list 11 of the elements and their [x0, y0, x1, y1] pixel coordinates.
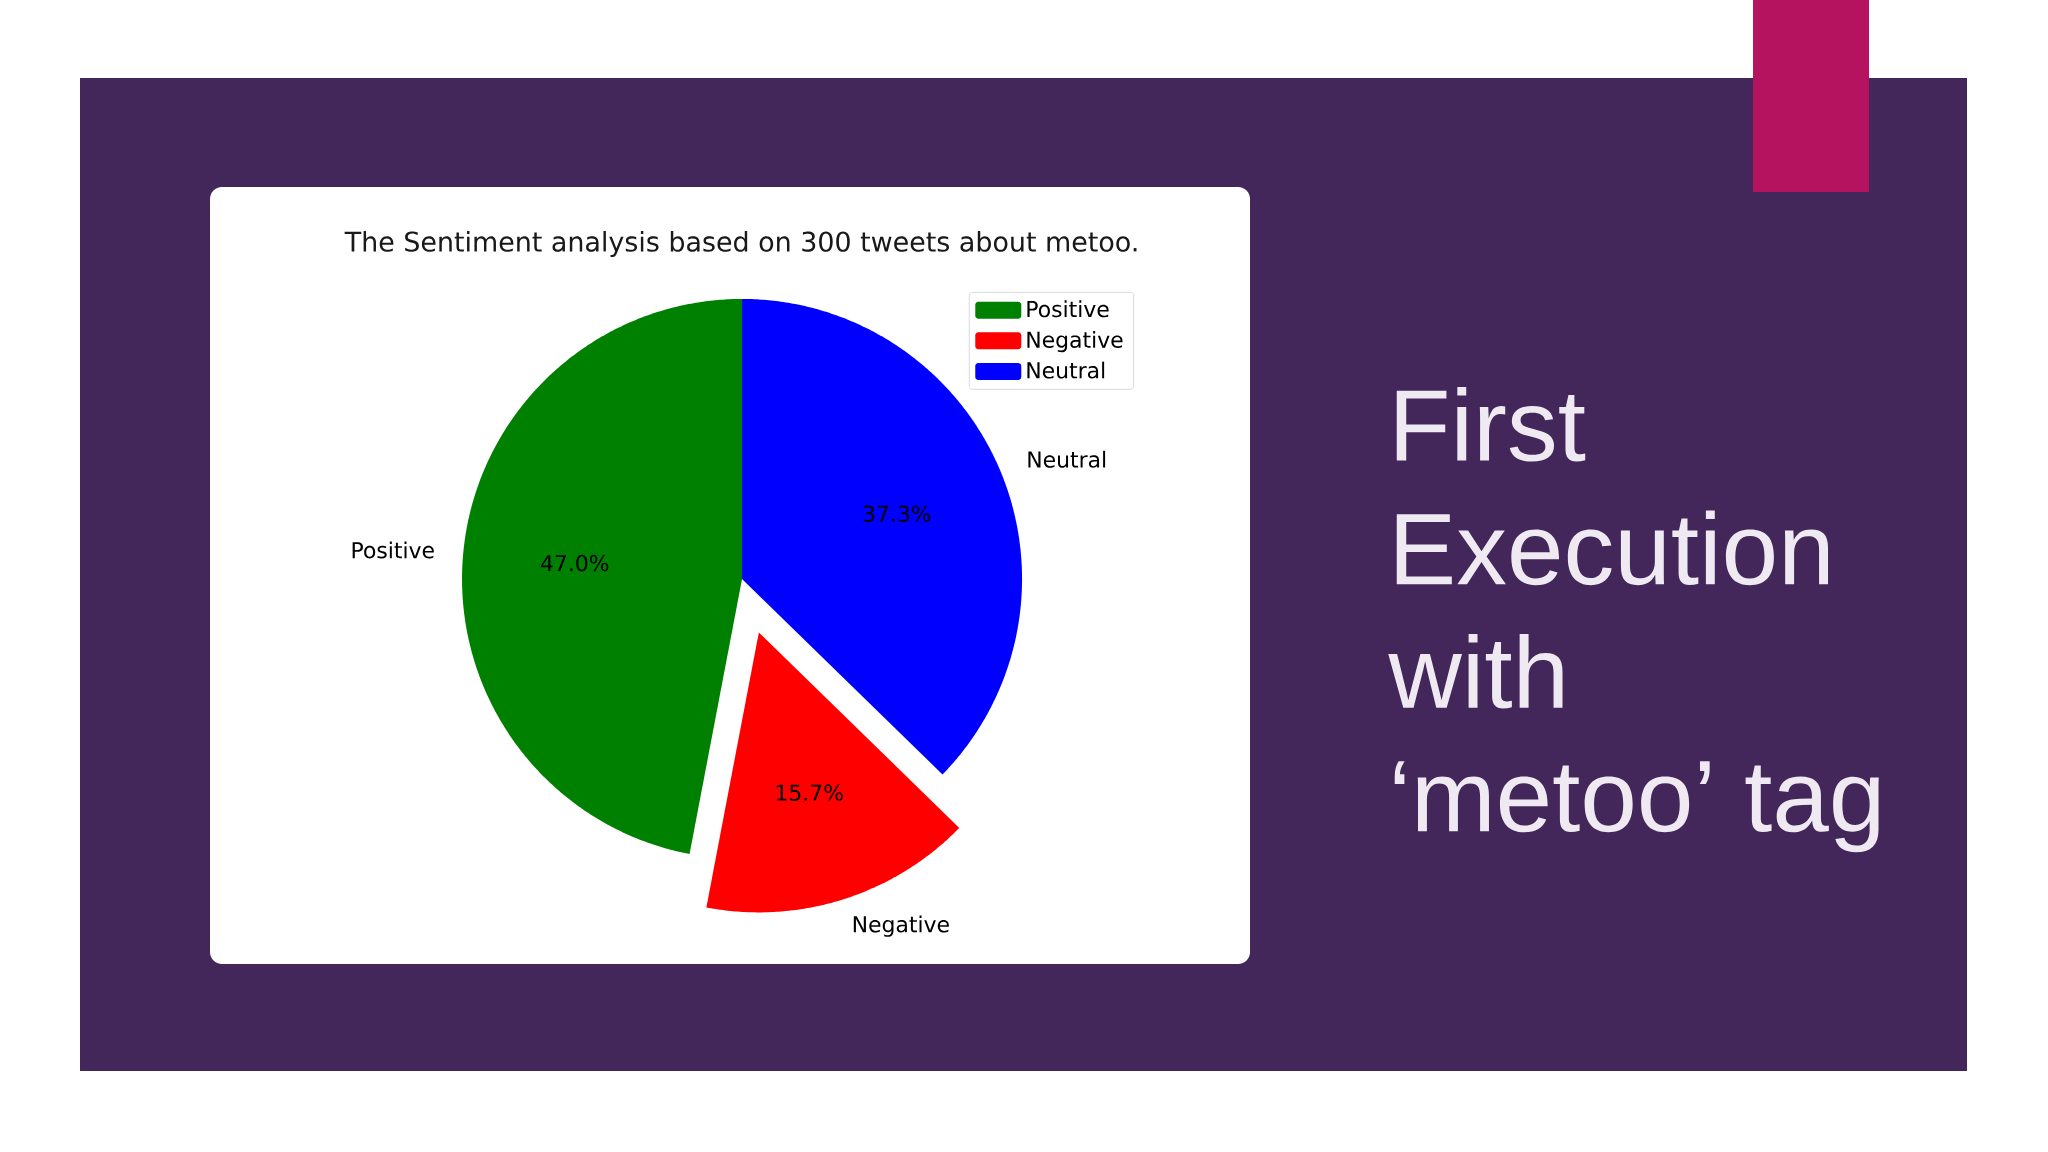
- data-label: 47.0%: [541, 554, 609, 572]
- legend-label: Negative: [1027, 331, 1123, 353]
- legend-label: Neutral: [1027, 361, 1105, 379]
- text: First Execution with ‘metoo’ tag: [1388, 386, 1879, 853]
- slice-label: Positive: [352, 541, 434, 559]
- slice-label: Neutral: [1028, 450, 1106, 468]
- data-label: 15.7%: [776, 784, 843, 801]
- legend-label: Positive: [1027, 300, 1109, 318]
- chart-title: The Sentiment analysis based on 300 tweets about metoo.: [344, 230, 1137, 257]
- data-label: 37.3%: [863, 505, 931, 522]
- slice-label: Negative: [853, 915, 949, 937]
